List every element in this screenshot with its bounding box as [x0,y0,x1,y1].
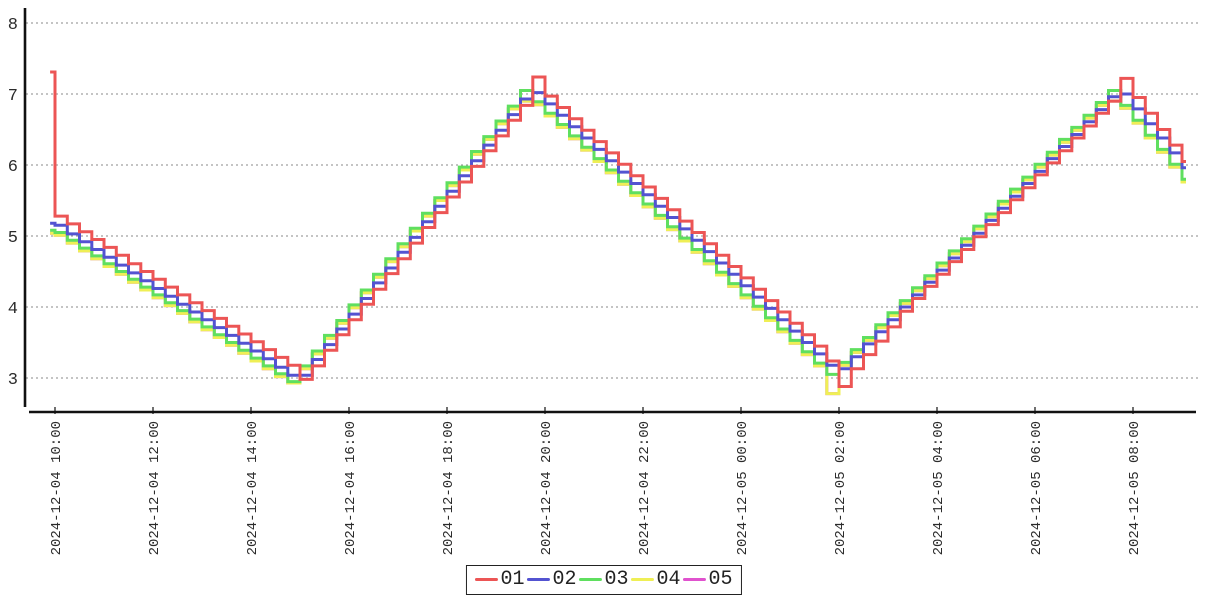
legend-swatch-03 [578,577,602,582]
legend: 01 02 03 04 05 [465,565,742,595]
y-tick-label: 4 [8,300,18,319]
x-tick-label: 2024-12-04 10:00 [49,421,65,555]
x-tick-label: 2024-12-05 04:00 [931,421,947,555]
y-tick-label: 7 [8,87,18,106]
series-01-line [50,70,1186,388]
legend-item-03: 03 [578,567,629,592]
legend-swatch-02 [526,577,550,582]
x-tick-label: 2024-12-04 20:00 [539,421,555,555]
legend-label-04: 04 [656,568,681,591]
x-tick-label: 2024-12-05 02:00 [833,421,849,555]
legend-item-04: 04 [630,567,681,592]
y-tick-label: 8 [8,16,18,35]
y-tick-label: 5 [8,229,18,248]
legend-label-02: 02 [552,568,577,591]
legend-item-05: 05 [682,567,733,592]
x-tick-label: 2024-12-05 06:00 [1029,421,1045,555]
x-tick-label: 2024-12-04 14:00 [245,421,261,555]
x-tick-label: 2024-12-04 18:00 [441,421,457,555]
legend-swatch-01 [474,577,498,582]
y-tick-label: 3 [8,371,18,390]
legend-label-05: 05 [708,568,733,591]
y-tick-label: 6 [8,158,18,177]
x-tick-label: 2024-12-04 22:00 [637,421,653,555]
x-tick-label: 2024-12-05 08:00 [1127,421,1143,555]
legend-swatch-04 [630,577,654,582]
series-02-line [50,91,1186,377]
x-tick-label: 2024-12-04 12:00 [147,421,163,555]
series-05-line [50,99,1186,396]
series-04-line [50,99,1186,396]
legend-label-03: 03 [604,568,629,591]
legend-item-01: 01 [474,567,524,592]
x-tick-label: 2024-12-04 16:00 [343,421,359,555]
legend-swatch-05 [682,577,706,582]
x-tick-label: 2024-12-05 00:00 [735,421,751,555]
legend-label-01: 01 [500,568,525,591]
legend-item-02: 02 [526,567,576,592]
